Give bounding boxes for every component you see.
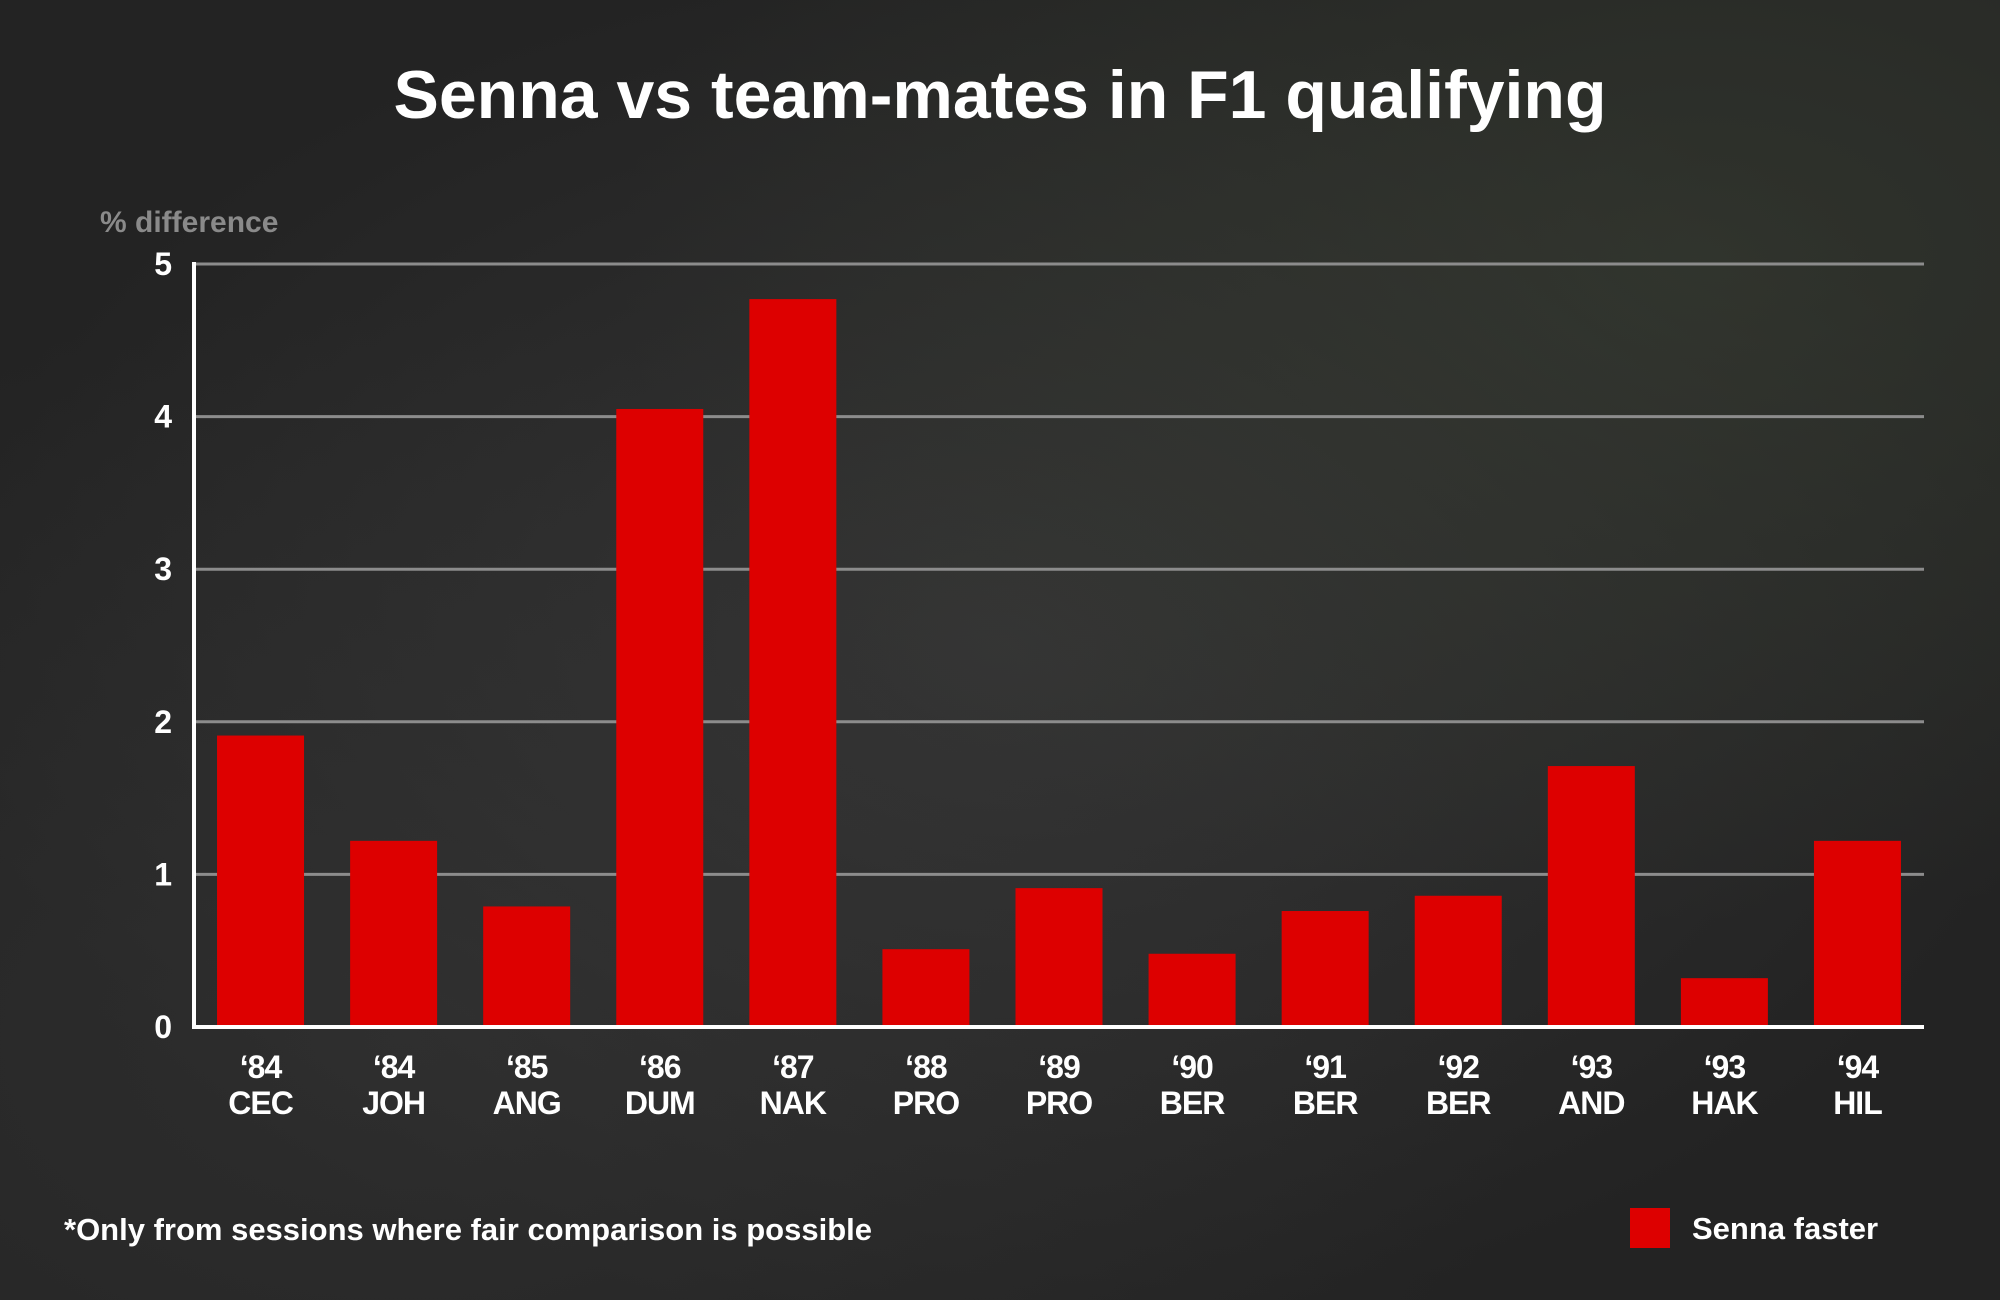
y-axis-label: % difference (100, 206, 278, 239)
x-tick-year: ‘84 (240, 1049, 283, 1085)
bars (217, 299, 1901, 1028)
bar (1015, 888, 1103, 1027)
bar (1281, 911, 1369, 1027)
y-tick-label: 4 (154, 399, 172, 435)
y-tick-label: 1 (154, 856, 172, 892)
x-tick-year: ‘90 (1171, 1049, 1213, 1085)
x-tick-year: ‘87 (772, 1049, 814, 1085)
bar (483, 906, 571, 1027)
y-tick-label: 5 (154, 246, 172, 282)
bar (1813, 840, 1901, 1027)
bar (1148, 953, 1236, 1027)
x-tick-driver: BER (1426, 1085, 1491, 1121)
y-tick-label: 2 (154, 704, 172, 740)
legend-label: Senna faster (1692, 1211, 1878, 1246)
x-tick-year: ‘85 (506, 1049, 548, 1085)
x-tick-year: ‘86 (639, 1049, 681, 1085)
x-tick-driver: BER (1160, 1085, 1225, 1121)
x-tick-year: ‘93 (1571, 1049, 1613, 1085)
x-tick-driver: BER (1293, 1085, 1358, 1121)
x-tick-year: ‘93 (1704, 1049, 1746, 1085)
x-tick-driver: HIL (1833, 1085, 1882, 1121)
x-tick-driver: CEC (228, 1085, 293, 1121)
bar (749, 299, 837, 1027)
y-tick-label: 3 (154, 551, 172, 587)
x-tick-driver: PRO (893, 1085, 959, 1121)
legend: Senna faster (1630, 1208, 1878, 1248)
bar (1414, 895, 1502, 1027)
x-tick-year: ‘84 (373, 1049, 416, 1085)
y-axis-ticks: 0 1 2 3 4 5 (154, 246, 172, 1045)
bar (1680, 978, 1768, 1027)
gridlines (194, 262, 1924, 876)
x-tick-driver: HAK (1691, 1085, 1758, 1121)
bar (882, 949, 970, 1027)
x-tick-year: ‘88 (905, 1049, 947, 1085)
footnote: *Only from sessions where fair compariso… (64, 1212, 872, 1247)
x-tick-driver: NAK (760, 1085, 827, 1121)
chart-title: Senna vs team-mates in F1 qualifying (393, 57, 1606, 133)
bar (616, 408, 704, 1028)
x-tick-year: ‘92 (1437, 1049, 1479, 1085)
bar (350, 840, 438, 1027)
x-tick-driver: ANG (493, 1085, 561, 1121)
legend-swatch (1630, 1208, 1670, 1248)
x-tick-driver: JOH (362, 1085, 425, 1121)
x-axis-ticks: ‘84CEC‘84JOH‘85ANG‘86DUM‘87NAK‘88PRO‘89P… (228, 1049, 1883, 1121)
y-tick-label: 0 (154, 1009, 172, 1045)
x-tick-driver: DUM (625, 1085, 695, 1121)
bar (1547, 766, 1635, 1027)
x-tick-year: ‘94 (1837, 1049, 1880, 1085)
bar (217, 735, 305, 1027)
x-tick-year: ‘89 (1038, 1049, 1080, 1085)
x-tick-year: ‘91 (1304, 1049, 1346, 1085)
x-tick-driver: PRO (1026, 1085, 1092, 1121)
x-tick-driver: AND (1558, 1085, 1624, 1121)
